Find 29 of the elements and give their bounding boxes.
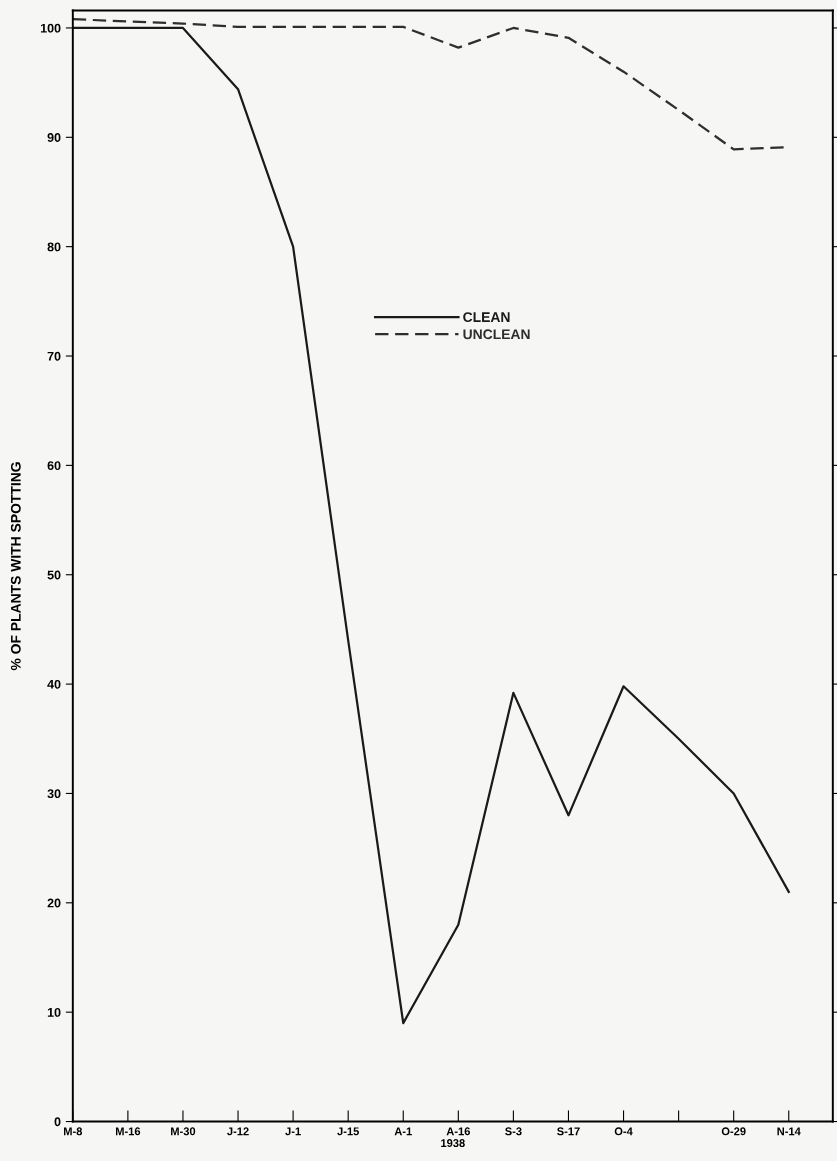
x-tick-label: M-16 [115, 1127, 141, 1136]
x-tick-label: A-16 [446, 1127, 470, 1136]
x-tick-label: A-1 [394, 1127, 412, 1136]
x-tick-label: J-15 [337, 1127, 359, 1136]
y-tick-label: 70 [47, 351, 61, 361]
x-tick-label: J-12 [227, 1127, 249, 1136]
y-tick-label: 100 [40, 23, 61, 33]
y-tick-label: 0 [54, 1117, 61, 1127]
y-tick-label: 40 [47, 679, 61, 689]
x-tick-label: N-14 [777, 1127, 801, 1136]
line-series [72, 26, 790, 1025]
x-tick-label: M-30 [171, 1127, 196, 1136]
y-tick-label: 30 [47, 789, 61, 799]
x-tick-label: O-29 [721, 1127, 746, 1136]
y-tick-label: 90 [47, 133, 61, 142]
y-tick-label: 80 [47, 242, 61, 252]
text: UNCLEAN [463, 329, 530, 340]
y-tick-label: 60 [47, 461, 61, 471]
text: CLEAN [463, 312, 510, 323]
x-tick-label: J-1 [285, 1127, 301, 1136]
x-axis-title: 1938 [441, 1139, 465, 1148]
x-tick-label: M-8 [64, 1127, 83, 1136]
x-tick-label: O-4 [614, 1127, 633, 1136]
x-tick-label: S-17 [557, 1127, 580, 1136]
y-tick-label: 10 [47, 1007, 61, 1017]
y-tick-label: 50 [47, 570, 61, 580]
x-tick-label: S-3 [505, 1127, 522, 1136]
y-tick-label: 20 [47, 898, 61, 908]
y-axis-title: % OF PLANTS WITH SPOTTING [10, 462, 21, 671]
